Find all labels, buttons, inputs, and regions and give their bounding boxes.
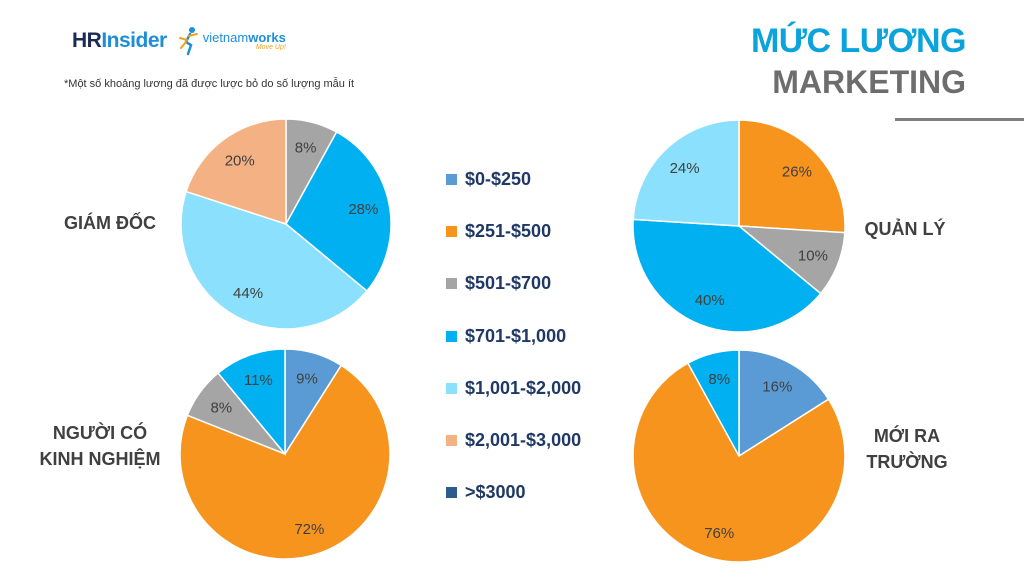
page-title: MỨC LƯƠNG bbox=[750, 22, 967, 60]
group-label-moi-ra-truong: MỚI RA TRƯỜNG bbox=[866, 426, 948, 472]
legend-swatch bbox=[446, 173, 457, 185]
legend: $0-$250 $251-$500 $501-$700 $701-$1,000 $1,0… bbox=[446, 153, 581, 519]
legend-item-1001-2000: $1,001-$2,000 bbox=[446, 362, 581, 414]
legend-item-2001-3000: $2,001-$3,000 bbox=[446, 414, 581, 466]
pie-slice-label: 16% bbox=[762, 378, 792, 395]
legend-swatch bbox=[446, 225, 457, 237]
pie-nguoi-co-kinh-nghiem: 9% 72% 8% 11% bbox=[179, 348, 391, 560]
group-label-quan-ly: QUẢN LÝ bbox=[864, 219, 946, 239]
pie-slice-251-500 bbox=[632, 362, 846, 563]
pie-slice-0-250 bbox=[738, 349, 830, 458]
legend-swatch bbox=[446, 487, 457, 499]
pie-slice-701-1000 bbox=[217, 348, 286, 457]
pie-slice-label: 28% bbox=[348, 201, 378, 218]
legend-label: $0-$250 bbox=[465, 168, 532, 189]
pie-quan-ly: 26% 10% 40% 24% bbox=[632, 119, 846, 333]
pie-giam-doc: 8% 28% 44% 20% bbox=[180, 118, 392, 330]
sample-note: *Một số khoảng lương đã được lược bỏ do … bbox=[64, 78, 355, 90]
pie-slice-2001-3000 bbox=[185, 118, 287, 226]
pie-slice-label: 76% bbox=[704, 525, 734, 542]
pie-slice-label: 11% bbox=[244, 372, 273, 389]
legend-swatch bbox=[446, 330, 457, 342]
logo-hr-text: HR bbox=[72, 29, 102, 52]
group-label-nguoi-co-kinh-nghiem: NGƯỜI CÓ KINH NGHIỆM bbox=[39, 423, 161, 469]
legend-label: >$3000 bbox=[465, 482, 526, 503]
pie-slice-701-1000 bbox=[285, 130, 392, 292]
group-label-giam-doc: GIÁM ĐỐC bbox=[64, 213, 156, 233]
pie-slice-701-1000 bbox=[632, 218, 822, 333]
legend-swatch bbox=[446, 278, 457, 290]
pie-slice-label: 72% bbox=[294, 521, 324, 538]
pie-slice-label: 40% bbox=[695, 292, 725, 309]
pie-slice-label: 8% bbox=[708, 371, 730, 388]
logo-vnw-tagline: Move Up! bbox=[255, 44, 286, 51]
legend-label: $501-$700 bbox=[465, 273, 552, 294]
legend-label: $251-$500 bbox=[465, 220, 552, 241]
pie-slice-label: 44% bbox=[233, 285, 263, 302]
legend-item-501-700: $501-$700 bbox=[446, 258, 581, 310]
legend-item-251-500: $251-$500 bbox=[446, 205, 581, 257]
title-divider bbox=[895, 118, 1024, 121]
pie-slice-label: 24% bbox=[670, 160, 700, 177]
page-subtitle: MARKETING bbox=[772, 64, 966, 100]
pie-slice-251-500 bbox=[738, 119, 846, 234]
hrinsider-logo: HRInsider bbox=[72, 29, 167, 53]
legend-item-701-1000: $701-$1,000 bbox=[446, 310, 581, 362]
legend-swatch bbox=[446, 435, 457, 447]
logo-insider-text: Insider bbox=[101, 29, 167, 52]
pie-slice-label: 8% bbox=[295, 140, 317, 157]
pie-slice-251-500 bbox=[179, 364, 391, 560]
pie-slice-label: 26% bbox=[782, 164, 812, 181]
logo-vnw-name: vietnamworks bbox=[202, 30, 286, 45]
pie-moi-ra-truong: 16% 76% 8% bbox=[632, 349, 846, 563]
legend-label: $2,001-$3,000 bbox=[465, 430, 582, 451]
pie-slice-1001-2000 bbox=[632, 119, 740, 227]
pie-slice-label: 9% bbox=[296, 370, 318, 387]
vietnamworks-logo: vietnamworks Move Up! bbox=[177, 26, 286, 56]
legend-label: $1,001-$2,000 bbox=[465, 377, 582, 398]
pie-slice-label: 8% bbox=[210, 400, 232, 417]
pie-slice-701-1000 bbox=[686, 349, 740, 457]
logo: HRInsider vietnamworks Move Up! bbox=[72, 26, 286, 56]
legend-item-0-250: $0-$250 bbox=[446, 153, 581, 205]
legend-label: $701-$1,000 bbox=[465, 325, 567, 346]
pie-slice-label: 10% bbox=[798, 247, 828, 264]
pie-slice-1001-2000 bbox=[180, 190, 368, 330]
runner-icon bbox=[178, 27, 198, 56]
legend-item-3000+: >$3000 bbox=[446, 467, 581, 519]
pie-slice-label: 20% bbox=[225, 152, 255, 169]
legend-swatch bbox=[446, 382, 457, 394]
